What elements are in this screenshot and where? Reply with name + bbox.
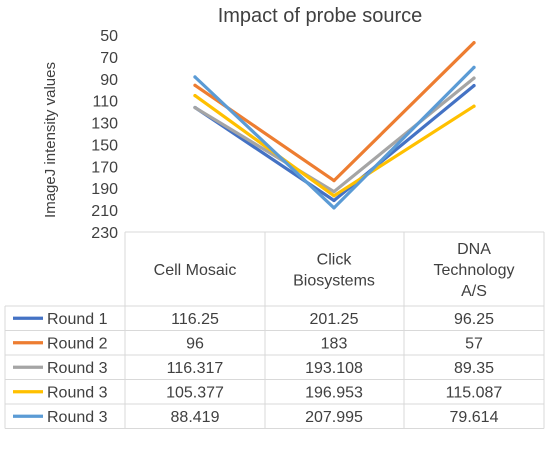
data-point [472, 65, 476, 69]
y-tick-label: 210 [91, 203, 118, 220]
data-label: 183 [321, 335, 348, 352]
data-point [193, 83, 197, 87]
y-tick-label: 110 [92, 94, 118, 111]
data-point [332, 194, 336, 198]
data-point [472, 84, 476, 88]
data-label: 89.35 [454, 360, 494, 377]
data-point [193, 106, 197, 110]
data-label: 115.087 [446, 384, 503, 401]
legend-label: Round 2 [47, 335, 108, 352]
legend-label: Round 3 [47, 360, 108, 377]
y-tick-label: 90 [100, 72, 118, 89]
data-point [193, 94, 197, 98]
data-label: 201.25 [310, 311, 359, 328]
data-label: 96 [186, 335, 204, 352]
category-label: Technology [434, 262, 515, 279]
y-tick-label: 50 [100, 28, 118, 45]
legend-label: Round 1 [47, 311, 108, 328]
data-label: 105.377 [166, 384, 224, 401]
y-tick-label: 150 [91, 137, 118, 154]
data-point [332, 198, 336, 203]
series-line [193, 83, 476, 203]
data-label: 79.614 [450, 409, 499, 426]
y-tick-label: 130 [91, 116, 118, 133]
data-point [193, 75, 197, 79]
category-label: Click [317, 252, 353, 269]
data-label: 116.25 [171, 311, 219, 328]
chart-title: Impact of probe source [218, 5, 423, 27]
legend-label: Round 3 [47, 384, 108, 401]
category-labels: Cell Mosaic Click Biosystems DNA Technology A… [154, 241, 515, 300]
y-axis-label: ImageJ intensity values [42, 62, 59, 218]
category-label: DNA [457, 241, 491, 258]
data-table: Round 1 116.25 201.25 96.25 Round 2 96 183 57 Ro… [13, 311, 502, 426]
data-label: 88.419 [171, 409, 220, 426]
category-label: Biosystems [293, 273, 375, 290]
data-label: 207.995 [305, 409, 363, 426]
legend-label: Round 3 [47, 409, 108, 426]
series-lines [193, 41, 476, 210]
data-point [332, 190, 336, 194]
data-point [332, 206, 336, 210]
data-point [332, 179, 336, 183]
data-table-grid [4, 231, 545, 429]
data-label: 96.25 [454, 311, 494, 328]
data-point [472, 76, 476, 80]
data-point [472, 104, 476, 108]
y-tick-label: 70 [100, 50, 118, 67]
y-tick-label: 190 [91, 181, 118, 198]
data-point [472, 41, 476, 45]
data-label: 116.317 [167, 360, 224, 377]
data-label: 196.953 [305, 384, 363, 401]
series-line [193, 65, 476, 210]
data-label: 57 [465, 335, 483, 352]
data-label: 193.108 [305, 360, 363, 377]
category-label: Cell Mosaic [154, 262, 237, 279]
y-axis-ticks: 50 70 90 110 130 150 170 190 210 230 [91, 28, 118, 242]
y-tick-label: 230 [91, 225, 118, 242]
category-label: A/S [461, 283, 487, 300]
y-tick-label: 170 [91, 159, 118, 176]
